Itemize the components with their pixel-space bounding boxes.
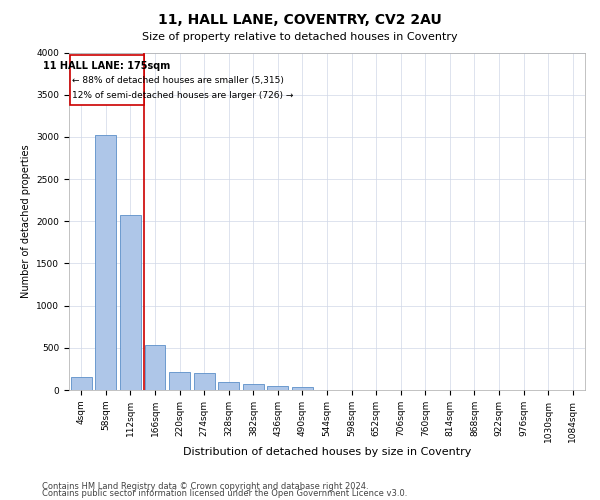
Text: 11 HALL LANE: 175sqm: 11 HALL LANE: 175sqm bbox=[43, 61, 171, 71]
Bar bbox=[145, 346, 166, 390]
Text: 12% of semi-detached houses are larger (726) →: 12% of semi-detached houses are larger (… bbox=[72, 92, 293, 100]
X-axis label: Distribution of detached houses by size in Coventry: Distribution of detached houses by size … bbox=[183, 448, 471, 458]
Bar bbox=[292, 388, 313, 390]
Bar bbox=[268, 386, 289, 390]
Bar bbox=[95, 135, 116, 390]
Text: 11, HALL LANE, COVENTRY, CV2 2AU: 11, HALL LANE, COVENTRY, CV2 2AU bbox=[158, 12, 442, 26]
Bar bbox=[218, 382, 239, 390]
Text: Size of property relative to detached houses in Coventry: Size of property relative to detached ho… bbox=[142, 32, 458, 42]
Bar bbox=[71, 378, 92, 390]
FancyBboxPatch shape bbox=[70, 55, 144, 105]
Y-axis label: Number of detached properties: Number of detached properties bbox=[21, 144, 31, 298]
Bar bbox=[120, 216, 141, 390]
Bar bbox=[194, 373, 215, 390]
Text: Contains HM Land Registry data © Crown copyright and database right 2024.: Contains HM Land Registry data © Crown c… bbox=[42, 482, 368, 491]
Text: Contains public sector information licensed under the Open Government Licence v3: Contains public sector information licen… bbox=[42, 490, 407, 498]
Bar bbox=[243, 384, 264, 390]
Text: ← 88% of detached houses are smaller (5,315): ← 88% of detached houses are smaller (5,… bbox=[72, 76, 284, 86]
Bar bbox=[169, 372, 190, 390]
